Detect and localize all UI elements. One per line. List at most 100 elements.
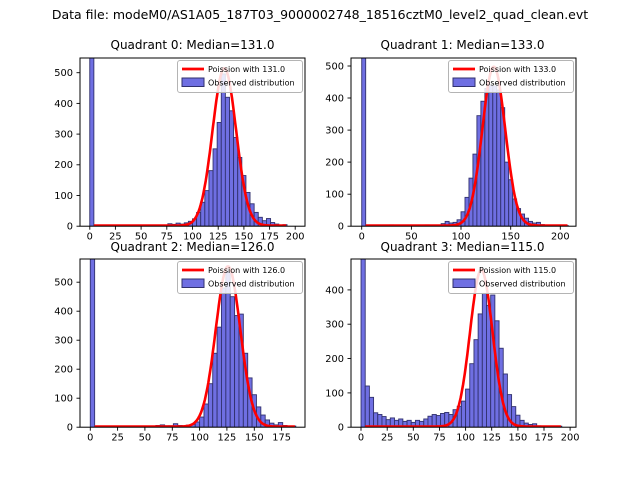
legend: Poission with 133.0 Observed distribution [447, 59, 574, 93]
legend-patch-sample [181, 278, 205, 289]
poisson-curve [93, 66, 287, 226]
figure-suptitle: Data file: modeM0/AS1A05_187T03_90000027… [51, 7, 589, 22]
svg-text:150: 150 [235, 231, 254, 242]
svg-text:500: 500 [54, 68, 73, 79]
svg-text:0: 0 [87, 231, 93, 242]
svg-text:200: 200 [550, 231, 569, 242]
quadrant-2-plot: 0 25 50 75 100 125 150 175 0 100 200 300 400 500 Poiss… [54, 258, 306, 444]
svg-text:100: 100 [456, 433, 475, 444]
y-tick-labels: 0 100 200 300 400 500 [325, 61, 344, 232]
svg-text:25: 25 [111, 433, 123, 444]
x-tick-labels: 0 25 50 75 100 125 150 175 200 [357, 433, 579, 444]
svg-text:200: 200 [54, 365, 73, 376]
svg-text:400: 400 [325, 286, 344, 297]
legend: Poission with 115.0 Observed distribution [447, 261, 574, 295]
legend-curve-label: Poission with 131.0 [208, 65, 285, 74]
axis-ticks [347, 289, 571, 431]
svg-text:50: 50 [135, 231, 147, 242]
svg-text:125: 125 [482, 433, 501, 444]
svg-text:150: 150 [508, 433, 527, 444]
x-tick-labels: 0 25 50 75 100 125 150 175 200 [87, 231, 305, 242]
legend-box [177, 59, 303, 93]
legend-curve-label: Poission with 126.0 [208, 266, 285, 275]
legend-patch-sample [452, 278, 475, 289]
poisson-curve [364, 268, 561, 428]
histogram-bars [89, 259, 297, 428]
svg-text:300: 300 [325, 125, 344, 136]
legend-patch-sample [181, 77, 205, 87]
svg-text:300: 300 [325, 320, 344, 331]
quadrant-3-title: Quadrant 3: Median=115.0 [380, 240, 545, 254]
svg-text:100: 100 [451, 231, 470, 242]
svg-text:100: 100 [183, 231, 202, 242]
svg-text:300: 300 [54, 336, 73, 347]
histogram-bars [89, 57, 288, 226]
svg-text:100: 100 [190, 433, 209, 444]
svg-text:200: 200 [560, 433, 579, 444]
poisson-curve [364, 64, 568, 226]
y-tick-labels: 0 100 200 300 400 500 [54, 68, 73, 233]
quadrant-1-plot: 0 50 100 150 200 0 100 200 300 400 500 Poission wit… [325, 57, 576, 242]
svg-text:175: 175 [260, 231, 279, 242]
svg-text:500: 500 [54, 278, 73, 289]
axis-ticks [76, 282, 283, 431]
legend-bars-label: Observed distribution [208, 280, 295, 289]
svg-text:50: 50 [407, 433, 419, 444]
axes-frame [350, 258, 576, 428]
svg-text:0: 0 [67, 221, 73, 232]
legend-box [447, 261, 574, 295]
legend-curve-label: Poission with 115.0 [479, 266, 556, 275]
svg-text:0: 0 [67, 423, 73, 434]
svg-text:0: 0 [87, 433, 93, 444]
legend-bars-label: Observed distribution [208, 78, 295, 87]
svg-text:25: 25 [380, 433, 392, 444]
x-tick-labels: 0 50 100 150 200 [358, 231, 569, 242]
axes-frame [79, 258, 306, 428]
svg-text:0: 0 [337, 221, 343, 232]
y-tick-labels: 0 100 200 300 400 [325, 286, 344, 434]
svg-text:500: 500 [325, 61, 344, 72]
axis-ticks [347, 65, 561, 230]
svg-text:75: 75 [433, 433, 445, 444]
legend-box [177, 261, 303, 295]
quadrant-0-title: Quadrant 0: Median=131.0 [110, 38, 275, 52]
svg-text:200: 200 [325, 157, 344, 168]
legend-bars-label: Observed distribution [479, 280, 566, 289]
quadrant-3-plot: 0 25 50 75 100 125 150 175 200 0 100 200 300 400 Poiss… [325, 258, 579, 444]
axis-ticks [76, 71, 296, 230]
svg-text:0: 0 [358, 231, 364, 242]
svg-text:100: 100 [325, 389, 344, 400]
svg-text:75: 75 [166, 433, 178, 444]
legend-patch-sample [452, 77, 475, 87]
svg-text:400: 400 [54, 98, 73, 109]
legend: Poission with 126.0 Observed distribution [177, 261, 303, 295]
svg-text:175: 175 [272, 433, 291, 444]
svg-text:50: 50 [405, 231, 417, 242]
svg-text:400: 400 [325, 93, 344, 104]
svg-text:200: 200 [325, 354, 344, 365]
quadrant-1-title: Quadrant 1: Median=133.0 [380, 38, 545, 52]
quadrant-2-title: Quadrant 2: Median=126.0 [110, 240, 275, 254]
svg-text:150: 150 [245, 433, 264, 444]
svg-text:100: 100 [54, 190, 73, 201]
svg-text:50: 50 [139, 433, 151, 444]
legend-curve-label: Poission with 133.0 [479, 65, 556, 74]
svg-text:200: 200 [286, 231, 305, 242]
svg-text:125: 125 [218, 433, 237, 444]
svg-text:150: 150 [501, 231, 520, 242]
svg-text:0: 0 [357, 433, 363, 444]
svg-text:175: 175 [534, 433, 553, 444]
svg-text:300: 300 [54, 129, 73, 140]
quadrant-0-plot: 0 25 50 75 100 125 150 175 200 0 100 200 300 400 500 Po… [54, 57, 306, 242]
axes-frame [350, 57, 576, 227]
svg-text:400: 400 [54, 307, 73, 318]
svg-text:125: 125 [209, 231, 228, 242]
legend-box [447, 59, 574, 93]
legend-bars-label: Observed distribution [479, 78, 566, 87]
svg-text:100: 100 [325, 189, 344, 200]
poisson-curve [94, 265, 296, 428]
svg-text:75: 75 [161, 231, 173, 242]
legend: Poission with 131.0 Observed distribution [177, 59, 303, 93]
x-tick-labels: 0 25 50 75 100 125 150 175 [87, 433, 291, 444]
